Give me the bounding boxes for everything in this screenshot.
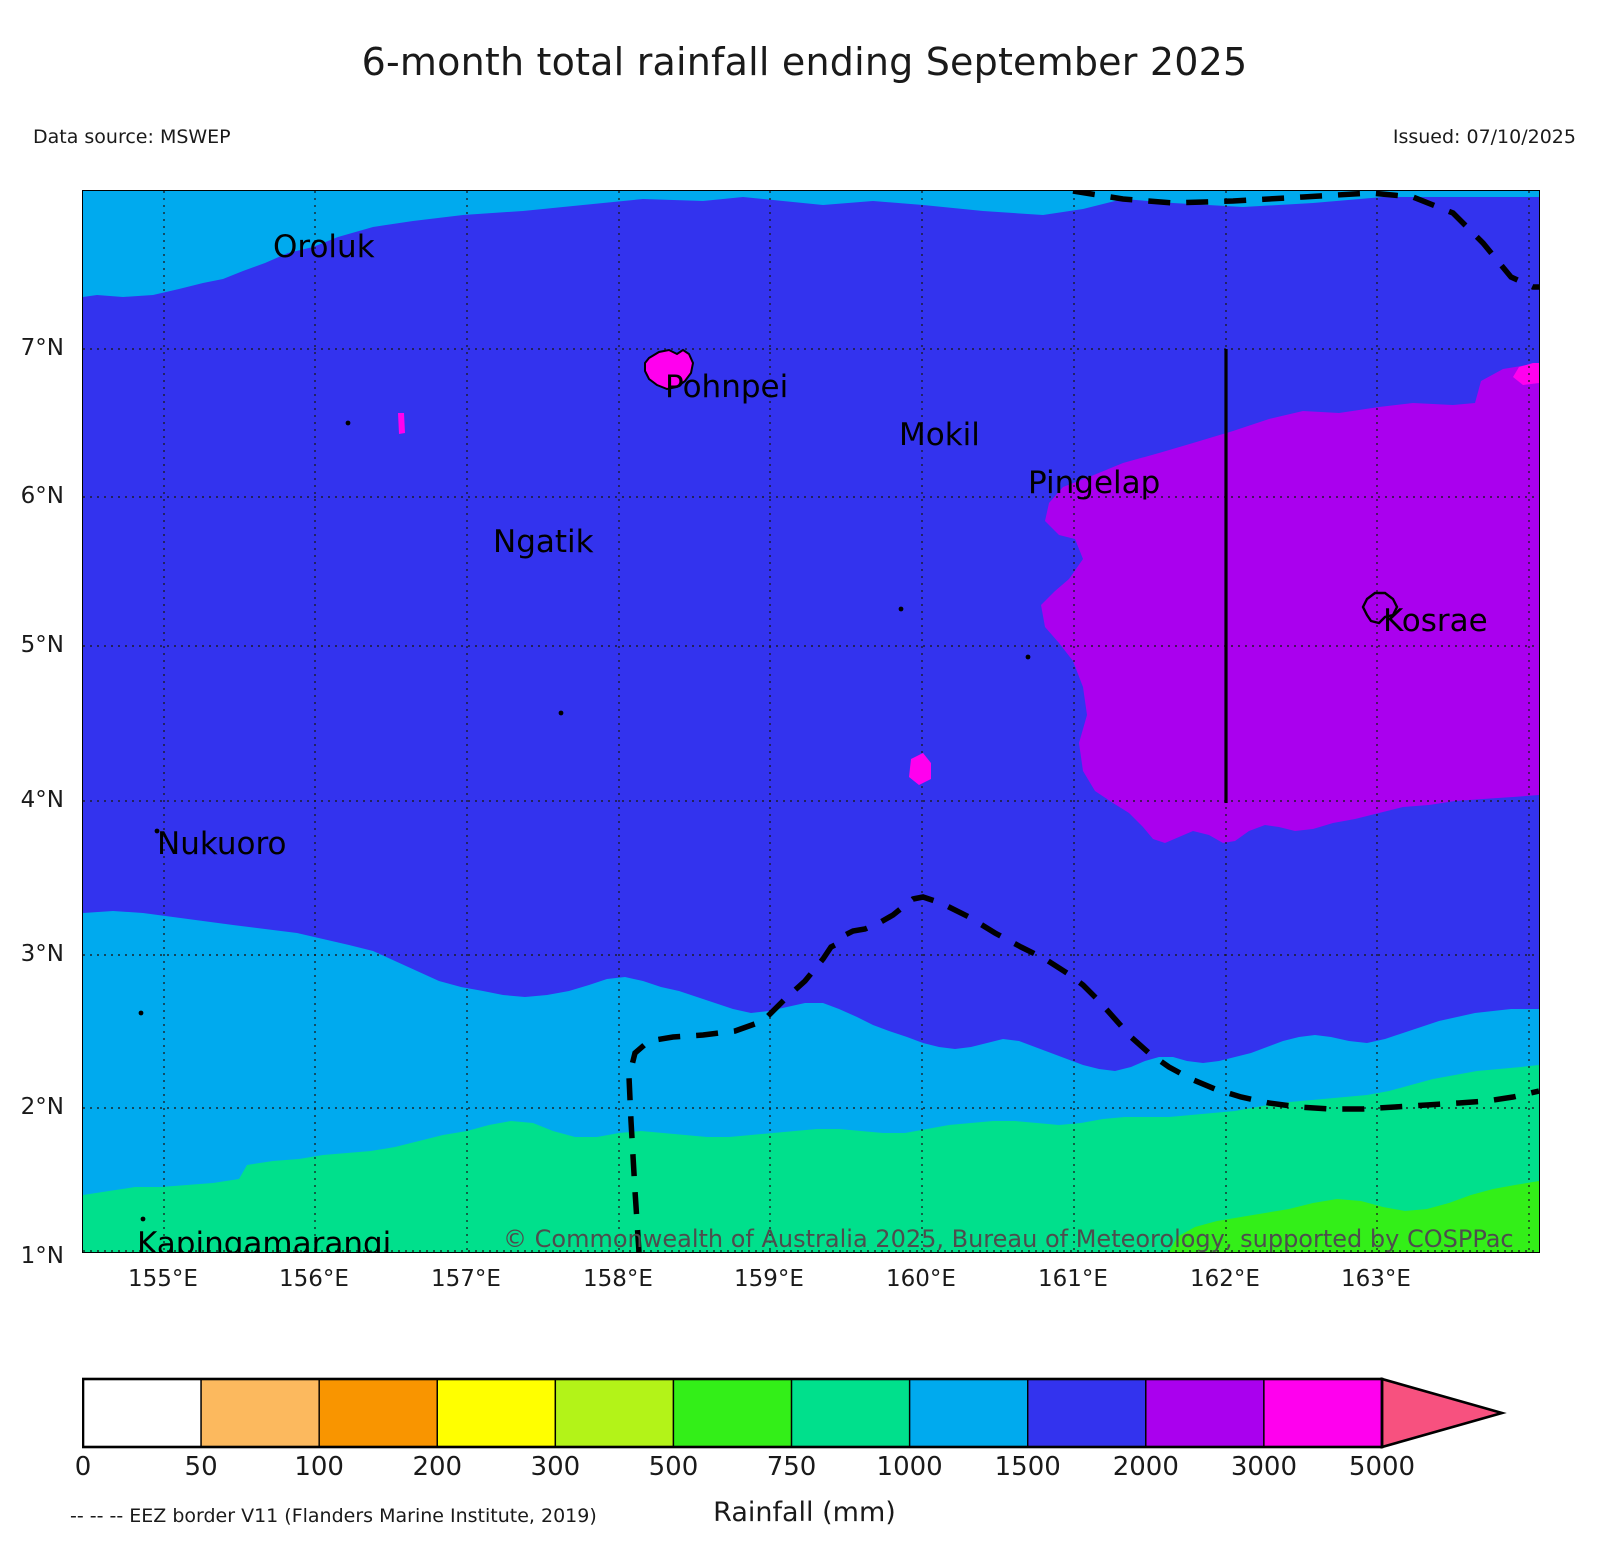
rainfall-map[interactable]: Oroluk Pohnpei Mokil Pingelap Ngatik Kos… [82, 190, 1540, 1253]
band-500-750-se [1169, 1181, 1539, 1252]
colorbar-tick-label: 5000 [1348, 1452, 1416, 1482]
place-label-pingelap: Pingelap [1028, 465, 1160, 501]
colorbar[interactable] [81, 1377, 1538, 1449]
x-axis-tick: 155°E [128, 1266, 198, 1292]
colorbar-segment [1027, 1378, 1147, 1448]
y-tick-label: 6°N [20, 483, 64, 509]
place-label-group: Oroluk Pohnpei Mokil Pingelap Ngatik Kos… [137, 229, 1488, 1252]
colorbar-tick-label: 100 [294, 1452, 344, 1482]
y-tick-label: 3°N [20, 941, 64, 967]
x-axis-tick: 161°E [1038, 1266, 1108, 1292]
colorbar-tick-label: 200 [412, 1452, 463, 1482]
colorbar-segment [790, 1378, 911, 1448]
copyright-overlay: © Commonwealth of Australia 2025, Bureau… [503, 1225, 1514, 1252]
colorbar-segment [672, 1378, 793, 1448]
x-axis-tick: 162°E [1190, 1266, 1260, 1292]
place-label-oroluk: Oroluk [273, 229, 375, 265]
x-axis-tick: 158°E [583, 1266, 653, 1292]
colorbar-tick-labels: 0 50 100 200 300 500 750 1000 1500 2000 3000 5000 [0, 1452, 1609, 1486]
colorbar-segment [554, 1378, 675, 1448]
place-label-ngatik: Ngatik [493, 524, 594, 560]
colorbar-tick-label: 1000 [876, 1452, 943, 1482]
colorbar-cells [82, 1378, 1383, 1448]
colorbar-tick-label: 300 [530, 1452, 581, 1482]
colorbar-segment [908, 1378, 1029, 1448]
y-tick-label: 4°N [20, 787, 64, 813]
y-axis-tick: 3°N [0, 941, 76, 967]
data-source-label: Data source: MSWEP [33, 126, 231, 148]
eez-border [626, 191, 1539, 1252]
colorbar-segment [1263, 1378, 1383, 1448]
y-axis-tick: 1°N [0, 1243, 76, 1269]
eez-border-note: -- -- -- EEZ border V11 (Flanders Marine… [70, 1505, 597, 1527]
colorbar-tick-label: 50 [184, 1452, 218, 1482]
colorbar-segment [1145, 1378, 1265, 1448]
place-label-pohnpei: Pohnpei [665, 369, 788, 405]
colorbar-tick-label: 1500 [994, 1452, 1061, 1482]
colorbar-outline [81, 1377, 1384, 1449]
colorbar-tick-label: 750 [766, 1452, 817, 1482]
issued-date-label: Issued: 07/10/2025 [1392, 126, 1576, 148]
map-gridlines-vertical [163, 191, 1530, 1252]
colorbar-segment [436, 1378, 557, 1448]
kosrae-island [1361, 591, 1399, 625]
y-tick-label: 2°N [20, 1094, 64, 1120]
colorbar-tick-label: 0 [74, 1452, 92, 1482]
small-island-ngatik [398, 413, 405, 434]
y-axis-tick: 4°N [0, 787, 76, 813]
place-label-kapingamarangi: Kapingamarangi [137, 1226, 391, 1252]
y-axis-tick: 6°N [0, 483, 76, 509]
place-anchors [138, 420, 1031, 1222]
band-1000-1500-north [83, 191, 1539, 297]
y-tick-label: 1°N [20, 1243, 64, 1269]
x-axis-tick: 159°E [734, 1266, 804, 1292]
map-gridlines-horizontal [83, 348, 1539, 1252]
x-axis-tick: 156°E [279, 1266, 349, 1292]
band-2000-3000-east [1041, 363, 1539, 843]
colorbar-tick-label: 2000 [1112, 1452, 1179, 1482]
x-axis-tick: 157°E [431, 1266, 501, 1292]
colorbar-extend-arrow [1380, 1377, 1507, 1449]
x-axis-tick: 163°E [1341, 1266, 1411, 1292]
x-axis-tick: 160°E [886, 1266, 956, 1292]
pohnpei-island [644, 348, 695, 391]
colorbar-segment [200, 1378, 320, 1448]
place-label-nukuoro: Nukuoro [157, 826, 286, 862]
y-axis-tick: 5°N [0, 632, 76, 658]
colorbar-segment [318, 1378, 438, 1448]
y-axis-tick: 2°N [0, 1094, 76, 1120]
y-axis-tick: 7°N [0, 335, 76, 361]
page-title: 6-month total rainfall ending September … [361, 40, 1248, 84]
colorbar-tick-label: 500 [648, 1452, 699, 1482]
y-tick-label: 5°N [20, 632, 64, 658]
colorbar-title: Rainfall (mm) [713, 1497, 896, 1528]
colorbar-tick-label: 3000 [1230, 1452, 1297, 1482]
colorbar-svg [81, 1377, 1507, 1449]
small-island-mid [909, 753, 931, 785]
map-canvas: Oroluk Pohnpei Mokil Pingelap Ngatik Kos… [83, 191, 1539, 1252]
place-label-kosrae: Kosrae [1383, 603, 1488, 639]
magenta-spur-east [1513, 363, 1539, 385]
y-tick-label: 7°N [20, 335, 64, 361]
place-label-mokil: Mokil [899, 417, 980, 453]
band-750-1000-south [83, 1065, 1539, 1252]
colorbar-segment [82, 1378, 202, 1448]
